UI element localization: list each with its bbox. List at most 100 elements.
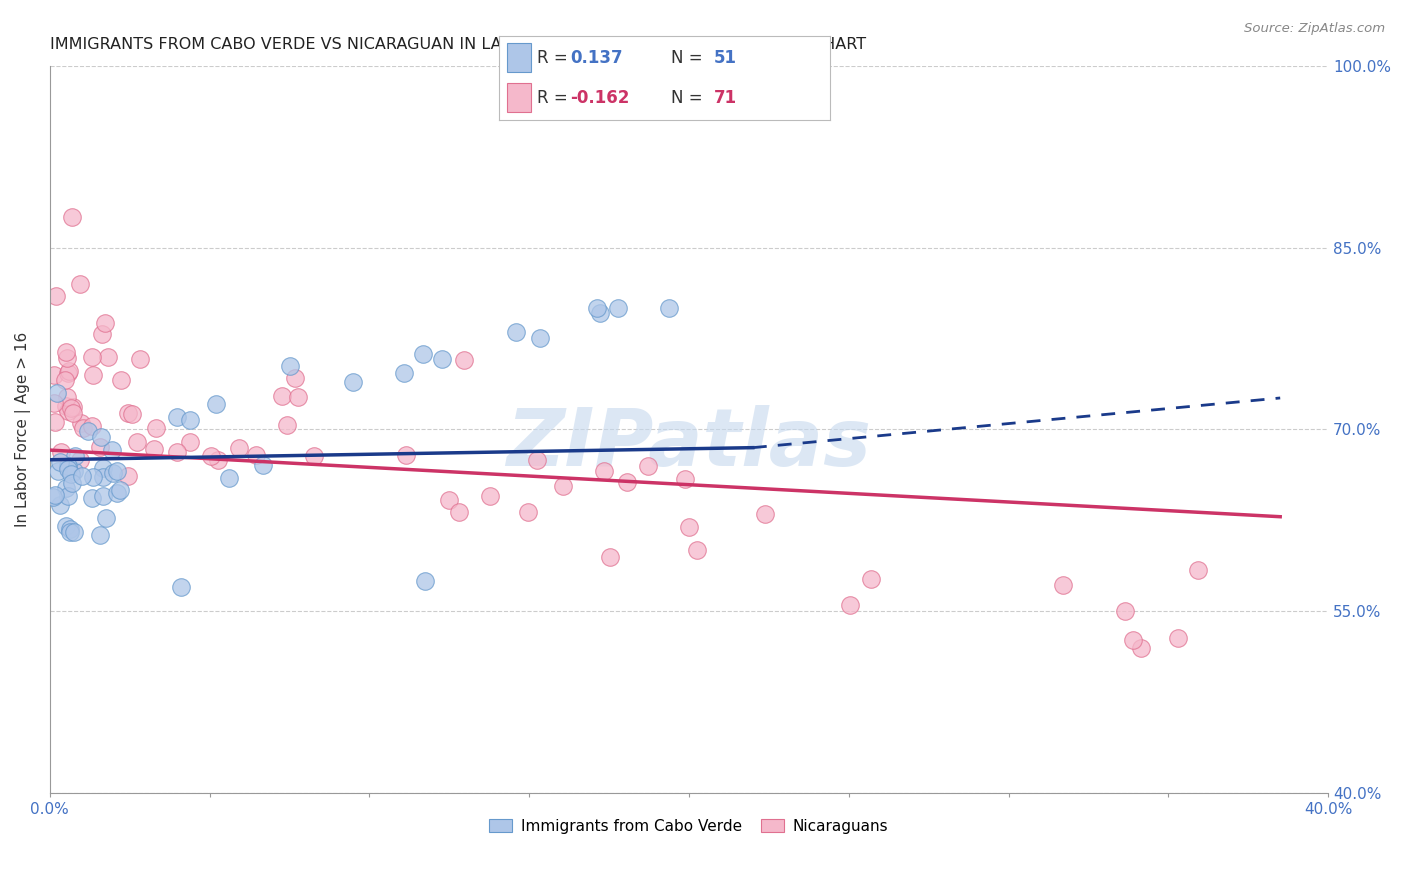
Point	[69, 453, 91, 467]
Point	[56, 458, 79, 473]
Point	[616, 475, 638, 490]
Point	[101, 443, 124, 458]
Y-axis label: In Labor Force | Age > 16: In Labor Force | Age > 16	[15, 332, 31, 527]
Text: -0.162: -0.162	[571, 88, 630, 106]
Point	[70, 468, 93, 483]
Point	[56, 390, 79, 404]
Point	[62, 401, 84, 415]
Point	[97, 350, 120, 364]
Point	[586, 301, 609, 316]
Point	[46, 464, 69, 478]
Point	[529, 331, 551, 345]
Point	[673, 472, 696, 486]
Text: Source: ZipAtlas.com: Source: ZipAtlas.com	[1244, 22, 1385, 36]
Point	[59, 525, 82, 540]
Point	[280, 359, 302, 373]
Point	[453, 353, 475, 368]
Point	[110, 483, 132, 497]
Point	[69, 277, 91, 291]
Point	[49, 445, 72, 459]
Point	[430, 351, 453, 366]
Point	[145, 421, 167, 435]
Point	[1187, 563, 1209, 577]
Point	[53, 374, 76, 388]
Point	[117, 406, 139, 420]
Point	[1122, 633, 1144, 648]
Point	[859, 572, 882, 586]
Point	[89, 528, 111, 542]
Point	[394, 366, 416, 380]
Point	[593, 464, 616, 478]
Point	[128, 351, 150, 366]
Point	[58, 364, 80, 378]
Point	[395, 448, 418, 462]
Point	[166, 445, 188, 459]
Point	[287, 390, 309, 404]
Point	[1114, 604, 1136, 618]
Text: 51: 51	[714, 49, 737, 67]
Point	[271, 388, 294, 402]
Text: 71: 71	[714, 88, 737, 106]
Point	[105, 464, 128, 478]
Point	[413, 574, 436, 588]
Text: R =: R =	[537, 88, 574, 106]
Point	[72, 421, 94, 435]
Point	[143, 442, 166, 457]
Point	[437, 492, 460, 507]
Point	[754, 507, 776, 521]
Point	[62, 475, 84, 490]
Point	[589, 306, 612, 320]
Point	[276, 417, 298, 432]
Point	[55, 481, 77, 495]
Point	[89, 440, 111, 454]
Point	[82, 350, 104, 364]
Point	[678, 519, 700, 533]
Point	[59, 401, 82, 416]
Point	[80, 419, 103, 434]
Point	[342, 375, 364, 389]
Point	[302, 450, 325, 464]
Point	[170, 580, 193, 594]
Text: 0.137: 0.137	[571, 49, 623, 67]
Point	[94, 511, 117, 525]
Point	[637, 458, 659, 473]
Point	[658, 301, 681, 316]
Point	[526, 453, 548, 467]
Text: ZIPatlas: ZIPatlas	[506, 405, 872, 483]
Point	[103, 466, 125, 480]
Point	[42, 368, 65, 383]
Point	[55, 399, 77, 413]
Bar	[508, 44, 530, 72]
Point	[60, 467, 83, 481]
Point	[90, 326, 112, 341]
Point	[110, 373, 132, 387]
Point	[94, 316, 117, 330]
Point	[245, 448, 267, 462]
Point	[505, 325, 527, 339]
Point	[200, 449, 222, 463]
Point	[551, 479, 574, 493]
Point	[48, 455, 70, 469]
Point	[59, 522, 82, 536]
Point	[117, 468, 139, 483]
Point	[44, 488, 66, 502]
Point	[218, 471, 240, 485]
Legend: Immigrants from Cabo Verde, Nicaraguans: Immigrants from Cabo Verde, Nicaraguans	[484, 813, 894, 840]
Point	[179, 413, 201, 427]
Point	[56, 404, 79, 418]
Point	[46, 386, 69, 401]
Point	[56, 351, 79, 366]
Point	[90, 430, 112, 444]
Point	[516, 505, 538, 519]
Bar	[508, 83, 530, 112]
Point	[283, 371, 305, 385]
Point	[121, 407, 143, 421]
Point	[105, 486, 128, 500]
Point	[55, 345, 77, 359]
Point	[228, 441, 250, 455]
Text: N =: N =	[671, 88, 707, 106]
Point	[1167, 631, 1189, 645]
Point	[63, 450, 86, 464]
Point	[42, 396, 65, 410]
Point	[1052, 578, 1074, 592]
